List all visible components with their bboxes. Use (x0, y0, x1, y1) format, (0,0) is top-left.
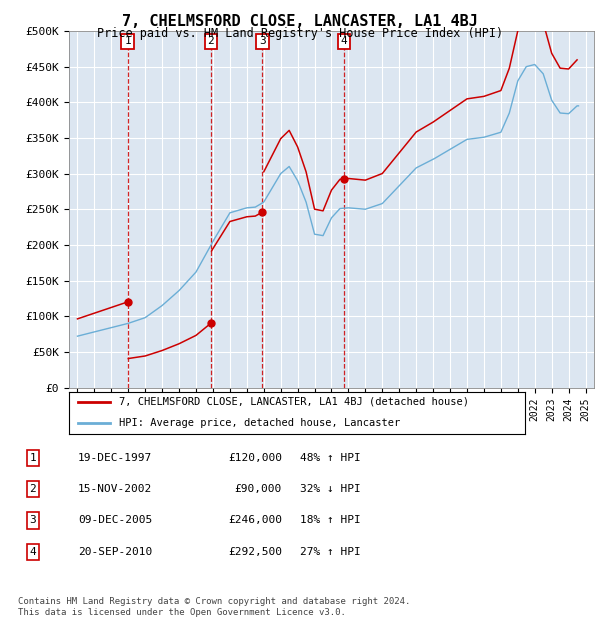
Text: 3: 3 (29, 515, 37, 525)
Text: 7, CHELMSFORD CLOSE, LANCASTER, LA1 4BJ (detached house): 7, CHELMSFORD CLOSE, LANCASTER, LA1 4BJ … (119, 397, 469, 407)
Text: Price paid vs. HM Land Registry's House Price Index (HPI): Price paid vs. HM Land Registry's House … (97, 27, 503, 40)
Text: £120,000: £120,000 (228, 453, 282, 463)
Text: 7, CHELMSFORD CLOSE, LANCASTER, LA1 4BJ: 7, CHELMSFORD CLOSE, LANCASTER, LA1 4BJ (122, 14, 478, 29)
Text: 2: 2 (29, 484, 37, 494)
Text: 3: 3 (259, 37, 266, 46)
Text: 18% ↑ HPI: 18% ↑ HPI (300, 515, 361, 525)
Text: 09-DEC-2005: 09-DEC-2005 (78, 515, 152, 525)
Text: £292,500: £292,500 (228, 547, 282, 557)
Text: HPI: Average price, detached house, Lancaster: HPI: Average price, detached house, Lanc… (119, 418, 400, 428)
Text: 19-DEC-1997: 19-DEC-1997 (78, 453, 152, 463)
Text: 1: 1 (124, 37, 131, 46)
Text: Contains HM Land Registry data © Crown copyright and database right 2024.
This d: Contains HM Land Registry data © Crown c… (18, 598, 410, 617)
Text: 48% ↑ HPI: 48% ↑ HPI (300, 453, 361, 463)
Text: 20-SEP-2010: 20-SEP-2010 (78, 547, 152, 557)
Text: £246,000: £246,000 (228, 515, 282, 525)
Text: 32% ↓ HPI: 32% ↓ HPI (300, 484, 361, 494)
Text: 2: 2 (208, 37, 214, 46)
Text: 4: 4 (340, 37, 347, 46)
Text: 1: 1 (29, 453, 37, 463)
Text: 27% ↑ HPI: 27% ↑ HPI (300, 547, 361, 557)
Text: £90,000: £90,000 (235, 484, 282, 494)
Text: 15-NOV-2002: 15-NOV-2002 (78, 484, 152, 494)
Text: 4: 4 (29, 547, 37, 557)
